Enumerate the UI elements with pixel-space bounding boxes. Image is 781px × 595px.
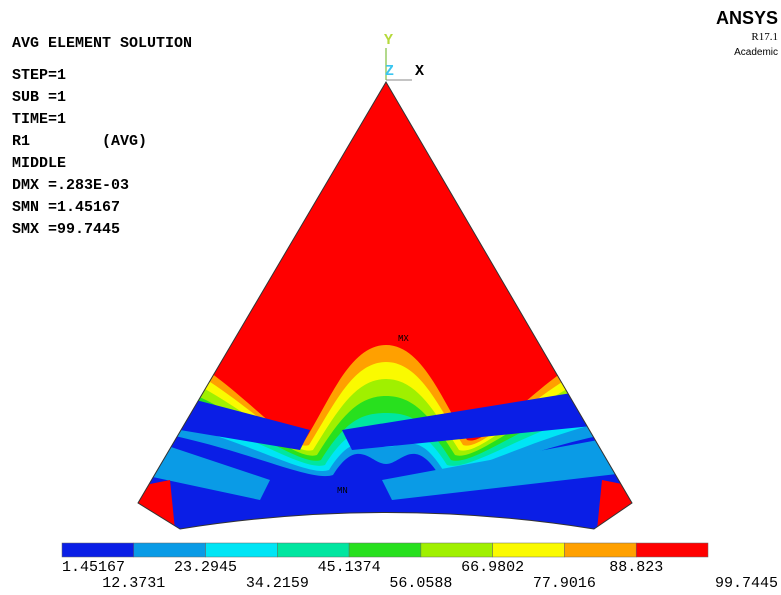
outline: [137, 81, 633, 530]
info-line: DMX =.283E-03: [12, 177, 129, 194]
legend-swatch: [133, 542, 206, 558]
legend-swatch: [420, 542, 493, 558]
legend-swatch: [205, 542, 278, 558]
legend-label: 66.9802: [461, 559, 524, 576]
plot-title: AVG ELEMENT SOLUTION: [12, 35, 192, 52]
triad-x: X: [415, 63, 424, 80]
logo-name: ANSYS: [716, 8, 778, 28]
legend-label: 1.45167: [62, 559, 125, 576]
legend-label: 77.9016: [533, 575, 596, 592]
legend-swatch: [348, 542, 422, 558]
legend-swatch: [492, 542, 565, 558]
legend-swatch: [277, 542, 350, 558]
legend-label: 12.3731: [102, 575, 165, 592]
legend-swatch: [635, 542, 709, 558]
info-block: STEP=1 SUB =1 TIME=1 R1 (AVG) MIDDLE DMX =.28…: [12, 67, 147, 238]
info-line: SUB =1: [12, 89, 66, 106]
info-line: TIME=1: [12, 111, 66, 128]
legend-label: 99.7445: [715, 575, 778, 592]
triad-y: Y: [384, 32, 393, 49]
stripe: [597, 480, 632, 529]
stripe: [382, 430, 632, 500]
legend-label: 23.2945: [174, 559, 237, 576]
triad-z: Z: [385, 63, 394, 80]
legend-swatch: [61, 542, 135, 558]
min-marker: MN: [337, 486, 348, 496]
legend-label: 88.823: [609, 559, 663, 576]
legend-label: 45.1374: [318, 559, 381, 576]
logo-license: Academic: [734, 47, 778, 58]
info-line: SMN =1.45167: [12, 199, 120, 216]
info-line: SMX =99.7445: [12, 221, 120, 238]
legend-label: 34.2159: [246, 575, 309, 592]
info-line: STEP=1: [12, 67, 66, 84]
info-line: R1 (AVG): [12, 133, 147, 150]
legend-label: 56.0588: [389, 575, 452, 592]
legend-swatch: [564, 542, 637, 558]
info-line: MIDDLE: [12, 155, 66, 172]
max-marker: MX: [398, 334, 409, 344]
logo-version: R17.1: [751, 31, 778, 43]
